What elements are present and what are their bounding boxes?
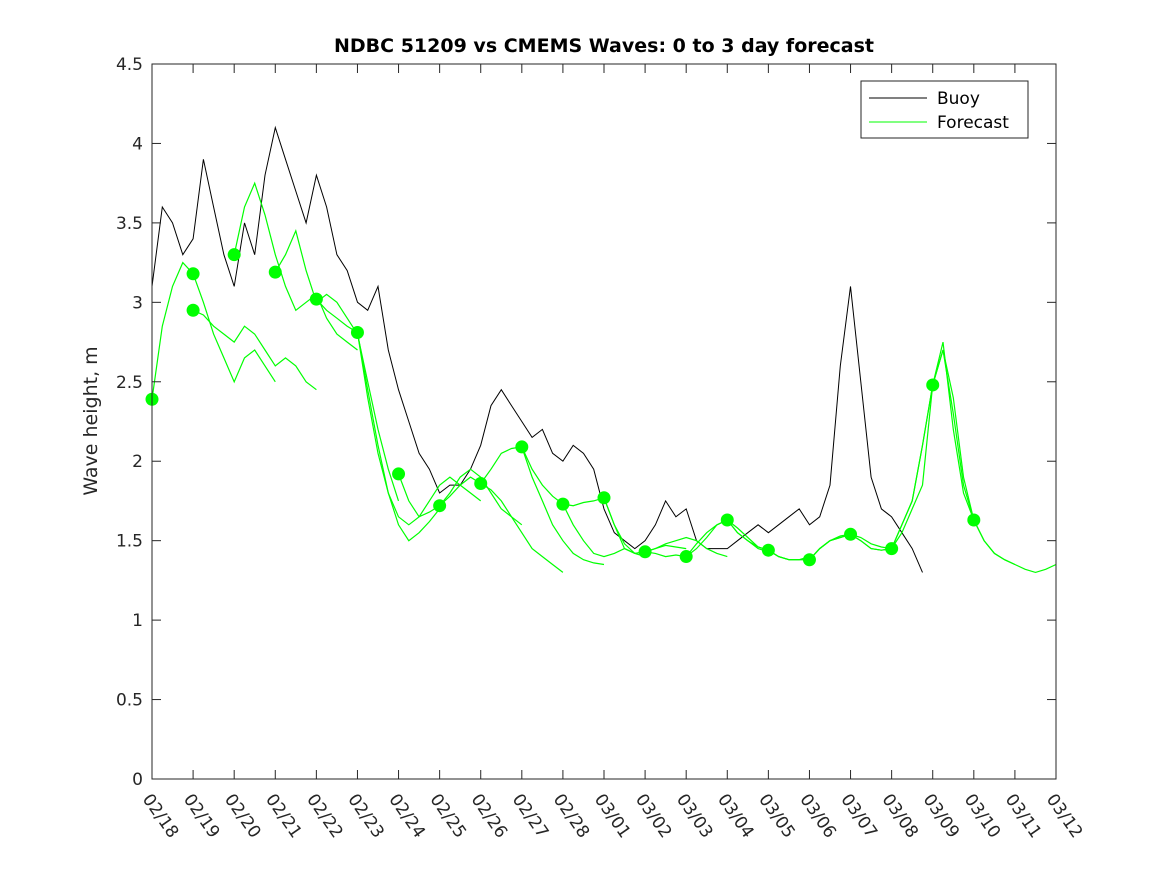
forecast-start-marker (761, 543, 775, 557)
forecast-start-marker (433, 499, 447, 513)
series-layer (151, 125, 1057, 574)
y-tick-label: 3.5 (116, 214, 143, 234)
y-tick-label: 3 (132, 293, 143, 313)
forecast-start-marker (186, 303, 200, 317)
forecast-start-marker (186, 267, 200, 281)
y-axis-label: Wave height, m (80, 346, 102, 495)
forecast-start-marker (392, 467, 406, 481)
y-tick-label: 2 (132, 452, 143, 472)
forecast-series-line-11 (562, 497, 687, 555)
forecast-series-line-1 (151, 261, 276, 400)
forecast-start-marker (350, 326, 364, 340)
legend-buoy-label: Buoy (937, 89, 980, 109)
y-tick-label: 1 (132, 611, 143, 631)
forecast-start-marker (474, 476, 488, 490)
forecast-start-marker (926, 378, 940, 392)
forecast-start-marker (885, 542, 899, 556)
legend-forecast-label: Forecast (937, 113, 1009, 133)
forecast-start-marker (268, 265, 282, 279)
plot-background (152, 64, 1056, 779)
forecast-series-line-5 (315, 298, 441, 542)
forecast-start-marker (309, 292, 323, 306)
markers-layer (145, 248, 981, 567)
forecast-start-marker (227, 248, 241, 262)
forecast-start-marker (844, 527, 858, 541)
buoy-series-line (151, 125, 923, 573)
forecast-series-line-8 (439, 476, 564, 573)
forecast-series-line-7 (397, 468, 523, 526)
y-tick-label: 0 (132, 770, 143, 790)
y-tick-label: 1.5 (116, 532, 143, 552)
y-tick-label: 0.5 (116, 691, 143, 711)
forecast-start-marker (556, 497, 570, 511)
forecast-series-line-12 (603, 497, 728, 558)
forecast-series-line-2 (192, 309, 317, 391)
legend-box (860, 80, 1029, 139)
legend: Buoy Forecast (860, 80, 1029, 139)
forecast-series-line-3 (233, 181, 358, 351)
y-tick-label: 4.5 (116, 55, 143, 75)
forecast-series-line-4 (274, 228, 400, 502)
forecast-start-marker (720, 513, 734, 527)
y-tick-label: 4 (132, 134, 143, 154)
forecast-series-line-9 (480, 446, 605, 566)
forecast-series-line-20 (932, 349, 1057, 574)
forecast-start-marker (802, 553, 816, 567)
forecast-start-marker (515, 440, 529, 454)
forecast-start-marker (638, 545, 652, 559)
chart-title: NDBC 51209 vs CMEMS Waves: 0 to 3 day fo… (334, 35, 874, 57)
forecast-start-marker (597, 491, 611, 505)
y-tick-label: 2.5 (116, 373, 143, 393)
forecast-start-marker (967, 513, 981, 527)
forecast-start-marker (679, 550, 693, 564)
plot-area (152, 64, 1056, 779)
